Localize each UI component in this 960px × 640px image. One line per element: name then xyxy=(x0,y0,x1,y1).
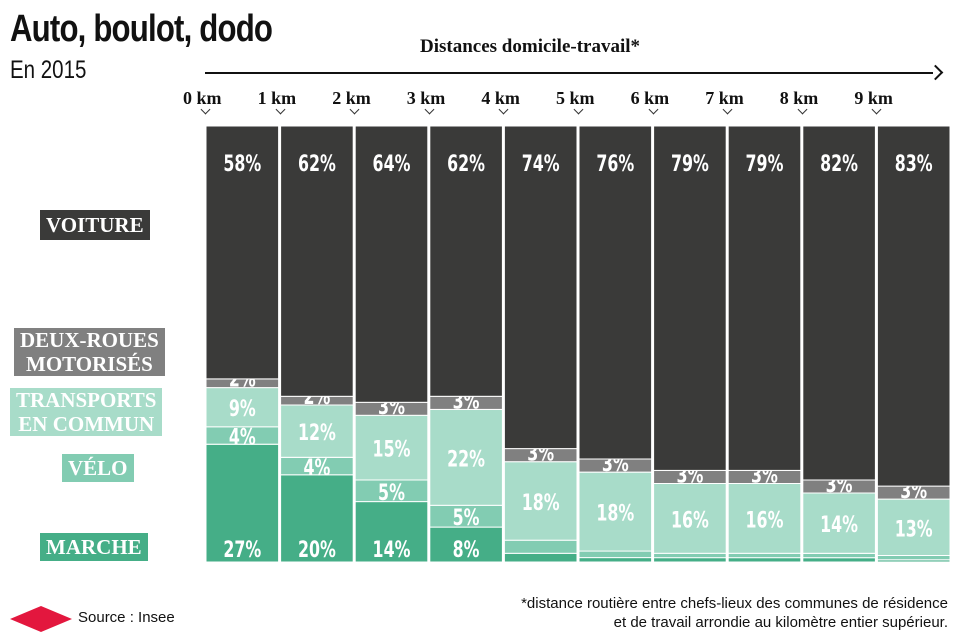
bar-velo-7 xyxy=(727,552,802,559)
data-label-voiture-7: 79% xyxy=(746,150,784,176)
data-label-voiture-9: 83% xyxy=(895,150,933,176)
data-label-voiture-1: 62% xyxy=(298,150,336,176)
bar-voiture-6 xyxy=(653,125,727,471)
bar-marche-2 xyxy=(354,501,429,563)
legend-voiture-text: VOITURE xyxy=(46,213,144,237)
bar-velo-5 xyxy=(578,550,653,559)
bar-marche-1 xyxy=(280,474,354,563)
data-label-voiture-6: 79% xyxy=(671,150,709,176)
bar-voiture-1 xyxy=(280,125,354,397)
data-label-marche-3: 8% xyxy=(453,536,480,562)
bar-transports-en-commun-2 xyxy=(354,414,429,481)
data-label-voiture-8: 82% xyxy=(820,150,858,176)
bar-voiture-5 xyxy=(578,125,653,460)
legend-transports-line1: TRANSPORTS xyxy=(16,388,157,412)
legend-voiture: VOITURE xyxy=(40,210,150,240)
data-label-marche-1: 20% xyxy=(298,536,336,562)
bar-voiture-2 xyxy=(354,125,429,403)
axis-title: Distances domicile-travail* xyxy=(420,36,641,57)
legend-transports: TRANSPORTS EN COMMUN xyxy=(10,388,163,436)
legend-transports-line2: EN COMMUN xyxy=(18,412,155,436)
bar-marche-8 xyxy=(802,557,876,563)
tick-label-9: 9 km xyxy=(854,88,893,108)
data-label-velo-0: 4% xyxy=(229,424,256,450)
data-label-marche-2: 14% xyxy=(373,536,411,562)
bar-marche-6 xyxy=(653,557,727,563)
tick-label-3: 3 km xyxy=(406,88,446,108)
data-label-marche-0: 27% xyxy=(223,536,261,562)
data-label-transports-en-commun-5: 18% xyxy=(596,500,634,526)
legend-velo-text: VÉLO xyxy=(68,456,128,480)
footnote-line2: et de travail arrondie au kilomètre enti… xyxy=(613,614,948,631)
bar-transports-en-commun-1 xyxy=(280,404,354,458)
bar-transports-en-commun-3 xyxy=(429,408,503,506)
bar-voiture-0 xyxy=(205,125,280,380)
data-label-transports-en-commun-1: 12% xyxy=(298,420,336,446)
bar-velo-4 xyxy=(503,539,578,554)
legend-velo: VÉLO xyxy=(62,454,134,482)
tick-label-2: 2 km xyxy=(332,88,371,108)
data-label-velo-1: 4% xyxy=(303,454,330,480)
data-label-voiture-5: 76% xyxy=(596,150,634,176)
data-label-transports-en-commun-0: 9% xyxy=(229,396,256,422)
footnote: *distance routière entre chefs-lieux des… xyxy=(521,594,948,632)
bar-velo-8 xyxy=(802,552,876,559)
tick-label-6: 6 km xyxy=(630,88,670,108)
tick-label-7: 7 km xyxy=(705,88,744,108)
legend-deux-roues: DEUX-ROUES MOTORISÉS xyxy=(14,328,165,376)
bar-transports-en-commun-7 xyxy=(727,483,802,554)
legend-marche: MARCHE xyxy=(40,533,148,561)
legend-deux-roues-line2: MOTORISÉS xyxy=(26,352,153,376)
logo-diamond-icon xyxy=(10,606,72,632)
tick-label-4: 4 km xyxy=(481,88,520,108)
data-label-transports-en-commun-3: 22% xyxy=(447,446,485,472)
chart-title: Auto, boulot, dodo xyxy=(10,8,273,50)
data-label-voiture-0: 58% xyxy=(223,150,261,176)
axis-arrow-line xyxy=(205,72,933,74)
data-label-transports-en-commun-6: 16% xyxy=(671,507,709,533)
data-label-transports-en-commun-2: 15% xyxy=(373,436,411,462)
bar-velo-9 xyxy=(876,555,951,561)
bar-transports-en-commun-9 xyxy=(876,498,951,557)
bar-marche-4 xyxy=(503,552,578,563)
tick-label-8: 8 km xyxy=(779,88,819,108)
data-label-transports-en-commun-4: 18% xyxy=(522,489,560,515)
bar-transports-en-commun-8 xyxy=(802,492,876,554)
legend-deux-roues-line1: DEUX-ROUES xyxy=(20,328,159,352)
bar-voiture-8 xyxy=(802,125,876,481)
data-label-velo-3: 5% xyxy=(453,505,480,531)
source-text: Source : Insee xyxy=(78,609,175,626)
bar-marche-5 xyxy=(578,557,653,563)
data-label-transports-en-commun-7: 16% xyxy=(746,507,784,533)
bar-velo-6 xyxy=(653,552,727,559)
data-label-voiture-4: 74% xyxy=(522,150,560,176)
data-label-transports-en-commun-8: 14% xyxy=(820,511,858,537)
bar-voiture-4 xyxy=(503,125,578,450)
data-label-transports-en-commun-9: 13% xyxy=(895,516,933,542)
bar-transports-en-commun-0 xyxy=(205,387,280,428)
bar-transports-en-commun-6 xyxy=(653,483,727,554)
legend-marche-text: MARCHE xyxy=(46,535,142,559)
footnote-line1: *distance routière entre chefs-lieux des… xyxy=(521,595,948,612)
data-label-voiture-2: 64% xyxy=(373,150,411,176)
bar-marche-0 xyxy=(205,443,280,563)
tick-label-5: 5 km xyxy=(556,88,595,108)
tick-label-0: 0 km xyxy=(183,88,222,108)
tick-label-1: 1 km xyxy=(257,88,297,108)
bar-marche-3 xyxy=(429,526,503,563)
bar-voiture-3 xyxy=(429,125,503,397)
data-label-voiture-3: 62% xyxy=(447,150,485,176)
bar-voiture-7 xyxy=(727,125,802,471)
chart-subtitle: En 2015 xyxy=(10,56,87,84)
bar-voiture-9 xyxy=(876,125,951,487)
bar-transports-en-commun-4 xyxy=(503,461,578,541)
bar-marche-7 xyxy=(727,557,802,563)
data-label-velo-2: 5% xyxy=(378,479,405,505)
